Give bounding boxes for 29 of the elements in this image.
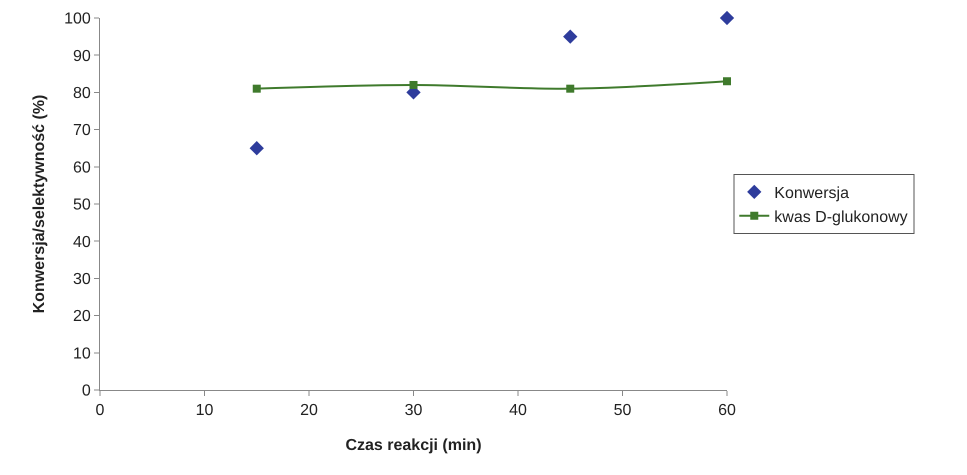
y-tick-label: 100 [64,10,91,28]
point [566,84,574,93]
point [563,29,578,44]
x-tick-label: 30 [404,402,422,420]
x-axis-title: Czas reakcji (min) [345,436,482,454]
x-tick-label: 10 [196,402,214,420]
x-tick-label: 20 [300,402,318,420]
y-tick-label: 90 [73,48,91,65]
point [720,10,734,26]
y-axis-title: Konwersja/selektywność (%) [30,94,48,314]
point [723,77,731,86]
y-tick-label: 0 [82,382,91,400]
x-tick-label: 40 [509,402,527,420]
x-tick-label: 50 [614,402,632,420]
y-tick-label: 70 [73,122,91,140]
y-tick-label: 10 [73,345,91,362]
y-tick-label: 30 [73,271,91,288]
y-tick-label: 20 [73,308,91,326]
point [410,80,418,89]
legend-label: kwas D-glukonowy [774,208,908,226]
point [252,84,261,93]
y-tick-label: 50 [73,196,91,214]
x-tick-label: 0 [96,402,105,420]
y-tick-label: 40 [73,234,91,251]
y-tick-label: 80 [73,85,91,102]
legend-label: Konwersja [774,185,850,202]
point [250,141,264,156]
x-tick-label: 60 [718,402,736,420]
y-tick-label: 60 [73,159,91,176]
